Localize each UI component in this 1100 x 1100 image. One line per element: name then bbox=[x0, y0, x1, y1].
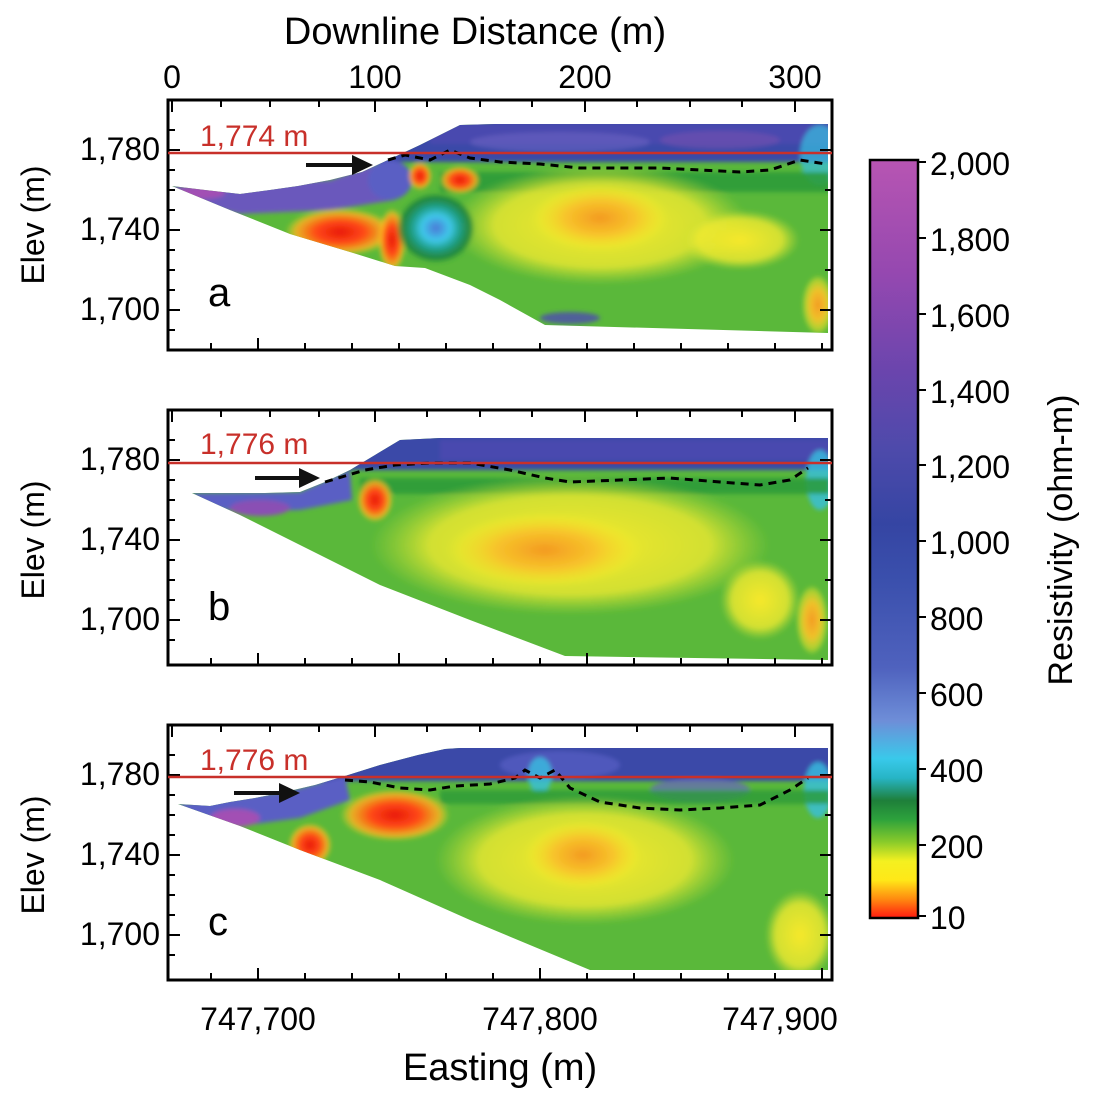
panel-a-ylabel: Elev (m) bbox=[15, 165, 51, 284]
panel-a-interface-line bbox=[387, 148, 827, 174]
panel-c-ytick-1740: 1,740 bbox=[80, 836, 160, 872]
panel-c-ytick-1700: 1,700 bbox=[80, 916, 160, 952]
colorbar-tick-10: 10 bbox=[930, 900, 966, 936]
panel-b-letter: b bbox=[208, 585, 230, 629]
panel-a: 1,774 m a Elev (m) 1,780 1,740 1,700 bbox=[15, 98, 834, 352]
panel-a-frame bbox=[166, 98, 834, 352]
bottom-tick-label-747700: 747,700 bbox=[200, 1001, 316, 1037]
bottom-tick-label-747800: 747,800 bbox=[482, 1001, 598, 1037]
panel-b-interface-line bbox=[324, 461, 809, 487]
colorbar-tick-1600: 1,600 bbox=[930, 298, 1010, 334]
panel-c-reference-label: 1,776 m bbox=[200, 744, 308, 777]
colorbar-tick-1200: 1,200 bbox=[930, 449, 1010, 485]
colorbar-tick-200: 200 bbox=[930, 829, 983, 865]
panel-a-resistivity-field bbox=[172, 124, 828, 333]
colorbar-tick-1800: 1,800 bbox=[930, 222, 1010, 258]
top-axis-label: Downline Distance (m) bbox=[284, 11, 666, 53]
panel-c-interface-line bbox=[344, 768, 809, 812]
colorbar-tick-800: 800 bbox=[930, 601, 983, 637]
panel-a-ticks bbox=[168, 100, 832, 350]
panel-a-ytick-1700: 1,700 bbox=[80, 291, 160, 327]
panel-b-arrow bbox=[255, 468, 320, 488]
panel-c: 1,776 m c Elev (m) 1,780 1,740 1,700 bbox=[15, 723, 834, 982]
colorbar-label: Resistivity (ohm-m) bbox=[1042, 395, 1080, 686]
panel-b-ylabel: Elev (m) bbox=[15, 480, 51, 599]
colorbar-tick-400: 400 bbox=[930, 753, 983, 789]
panel-b-reference-label: 1,776 m bbox=[200, 428, 308, 461]
panel-c-ticks bbox=[168, 725, 832, 980]
panel-a-letter: a bbox=[208, 271, 231, 315]
top-tick-label-100: 100 bbox=[348, 59, 401, 95]
top-tick-label-200: 200 bbox=[558, 59, 611, 95]
colorbar-ramp bbox=[868, 158, 920, 920]
colorbar-tick-1000: 1,000 bbox=[930, 525, 1010, 561]
panel-c-frame bbox=[166, 723, 834, 982]
bottom-axis-label: Easting (m) bbox=[403, 1047, 597, 1089]
colorbar-ticks bbox=[918, 161, 926, 917]
colorbar: 2,000 1,800 1,600 1,400 1,200 1,000 800 … bbox=[868, 146, 1080, 936]
colorbar-tick-1400: 1,400 bbox=[930, 374, 1010, 410]
panel-a-ytick-1740: 1,740 bbox=[80, 211, 160, 247]
panel-b-ytick-1740: 1,740 bbox=[80, 521, 160, 557]
panel-c-ytick-1780: 1,780 bbox=[80, 756, 160, 792]
panel-a-arrow bbox=[306, 155, 373, 175]
panel-a-ytick-1780: 1,780 bbox=[80, 131, 160, 167]
panel-b-ytick-1700: 1,700 bbox=[80, 601, 160, 637]
top-tick-label-0: 0 bbox=[163, 59, 181, 95]
panel-b: 1,776 m b Elev (m) 1,780 1,740 1,700 bbox=[15, 408, 834, 667]
panel-b-ytick-1780: 1,780 bbox=[80, 441, 160, 477]
panel-b-ticks bbox=[168, 410, 832, 665]
panel-c-ylabel: Elev (m) bbox=[15, 795, 51, 914]
bottom-tick-label-747900: 747,900 bbox=[722, 1001, 838, 1037]
panel-c-arrow bbox=[234, 783, 300, 803]
panel-c-letter: c bbox=[208, 900, 228, 944]
panel-a-reference-label: 1,774 m bbox=[200, 120, 308, 153]
panel-b-frame bbox=[166, 408, 834, 667]
top-tick-label-300: 300 bbox=[768, 59, 821, 95]
colorbar-tick-600: 600 bbox=[930, 677, 983, 713]
colorbar-tick-2000: 2,000 bbox=[930, 146, 1010, 182]
